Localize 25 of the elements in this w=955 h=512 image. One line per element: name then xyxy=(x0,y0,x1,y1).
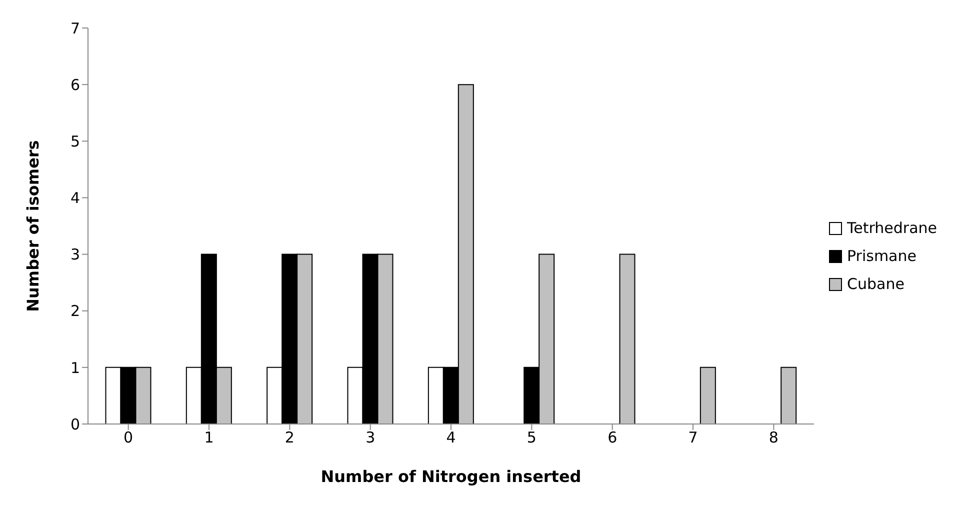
x-tick-label: 0 xyxy=(124,428,134,447)
x-tick-label: 4 xyxy=(446,428,456,447)
y-tick-label: 4 xyxy=(70,189,80,208)
x-tick-label: 1 xyxy=(204,428,214,447)
bar xyxy=(700,366,716,424)
bar xyxy=(780,366,797,424)
y-tick-label: 7 xyxy=(70,19,80,38)
x-axis-title: Number of Nitrogen inserted xyxy=(320,467,582,486)
y-tick-label: 3 xyxy=(70,246,80,264)
y-axis-title: Number of isomers xyxy=(24,140,43,312)
x-tick-label: 3 xyxy=(366,428,376,447)
y-tick-label: 0 xyxy=(70,415,80,434)
x-tick-label: 7 xyxy=(688,428,698,447)
y-tick-label: 1 xyxy=(70,358,80,377)
legend-label: Prismane xyxy=(847,247,916,265)
y-tick-label: 5 xyxy=(70,132,80,150)
legend-label: Cubane xyxy=(847,275,904,293)
y-tick-label: 2 xyxy=(70,302,80,320)
x-tick-label: 5 xyxy=(526,428,536,447)
y-tick-label: 6 xyxy=(70,76,80,94)
x-tick-label: 8 xyxy=(768,428,778,447)
legend-label: Tetrhedrane xyxy=(847,219,937,237)
bar xyxy=(619,254,636,424)
x-tick-label: 2 xyxy=(284,428,294,447)
x-tick-label: 6 xyxy=(608,428,618,447)
